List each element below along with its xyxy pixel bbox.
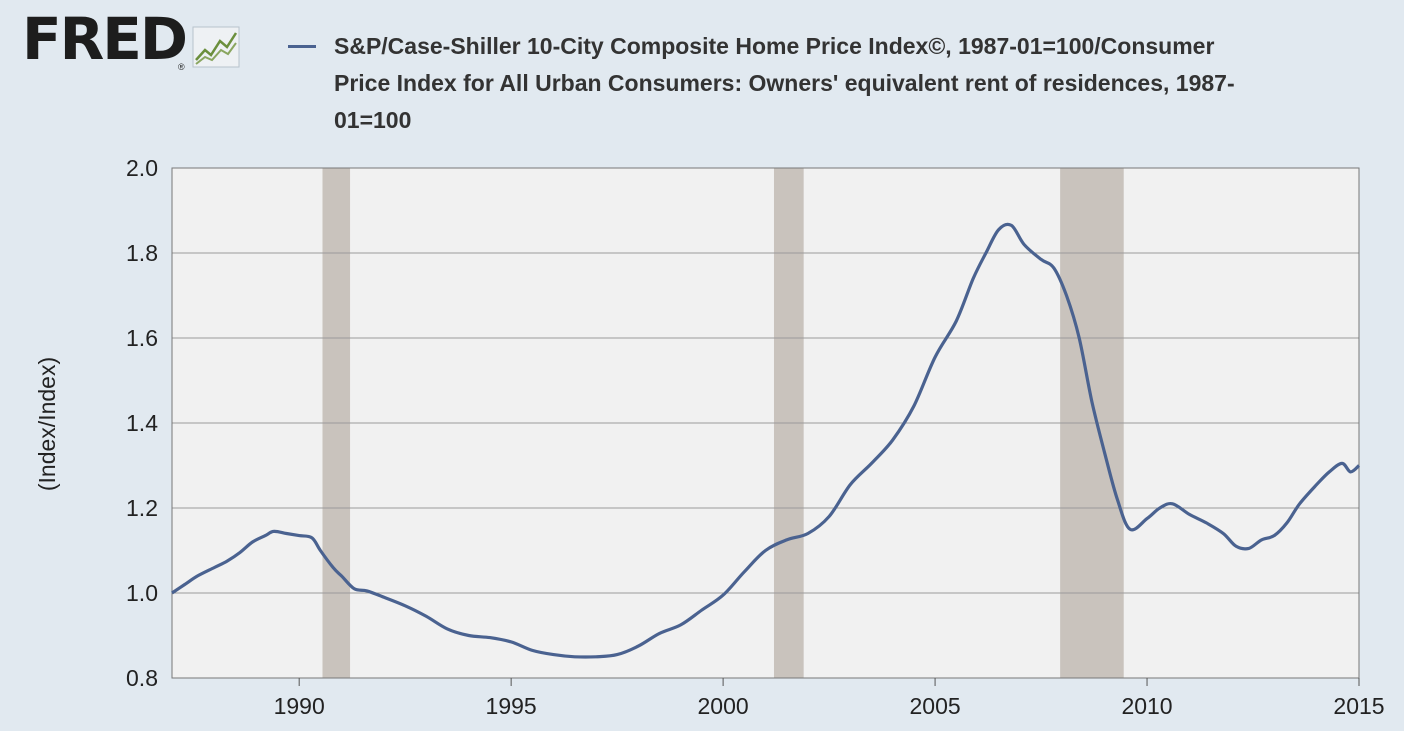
x-tick-label: 1995 — [486, 693, 537, 719]
fred-logo: FRED — [22, 5, 188, 73]
x-tick-label: 2010 — [1121, 693, 1172, 719]
series-line — [171, 222, 1361, 659]
y-tick-label: 1.6 — [126, 325, 158, 351]
y-axis-label: (Index/Index) — [34, 357, 60, 491]
y-tick-label: 1.4 — [126, 410, 158, 436]
y-tick-label: 2.0 — [126, 155, 158, 181]
legend-entry: S&P/Case-Shiller 10-City Composite Home … — [334, 33, 1235, 133]
legend-swatch — [288, 45, 316, 48]
series-line-group — [171, 222, 1361, 659]
x-tick-labels: 1990 1995 2000 2005 2010 2015 — [274, 678, 1385, 719]
x-tick-label: 2015 — [1333, 693, 1384, 719]
y-tick-label: 0.8 — [126, 665, 158, 691]
chart-trend-icon — [192, 26, 240, 68]
y-tick-label: 1.0 — [126, 580, 158, 606]
y-tick-label: 1.2 — [126, 495, 158, 521]
y-tick-label: 1.8 — [126, 240, 158, 266]
x-tick-label: 2005 — [909, 693, 960, 719]
x-tick-label: 2000 — [698, 693, 749, 719]
registered-mark: ® — [178, 62, 185, 72]
plot-frame — [171, 167, 1360, 679]
x-tick-label: 1990 — [274, 693, 325, 719]
y-tick-labels: 0.8 1.0 1.2 1.4 1.6 1.8 2.0 — [126, 155, 158, 691]
